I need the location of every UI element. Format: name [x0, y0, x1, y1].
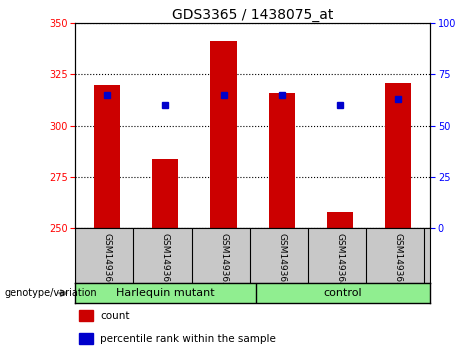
Text: control: control	[324, 288, 362, 298]
Text: GSM149361: GSM149361	[161, 233, 170, 287]
Bar	[94, 85, 120, 228]
Bar	[79, 333, 93, 344]
Text: GSM149363: GSM149363	[277, 233, 286, 287]
Bar	[152, 159, 178, 228]
Bar	[79, 310, 93, 321]
Bar	[327, 212, 353, 228]
Text: count: count	[100, 311, 130, 321]
Text: GSM149360: GSM149360	[103, 233, 112, 287]
Text: GSM149364: GSM149364	[336, 233, 344, 287]
Bar	[385, 82, 411, 228]
Bar	[210, 41, 236, 228]
Text: percentile rank within the sample: percentile rank within the sample	[100, 334, 276, 344]
Text: GSM149362: GSM149362	[219, 233, 228, 287]
Text: Harlequin mutant: Harlequin mutant	[116, 288, 215, 298]
Bar	[269, 93, 295, 228]
Text: GSM149365: GSM149365	[394, 233, 402, 287]
Text: genotype/variation: genotype/variation	[5, 288, 97, 298]
Title: GDS3365 / 1438075_at: GDS3365 / 1438075_at	[172, 8, 333, 22]
